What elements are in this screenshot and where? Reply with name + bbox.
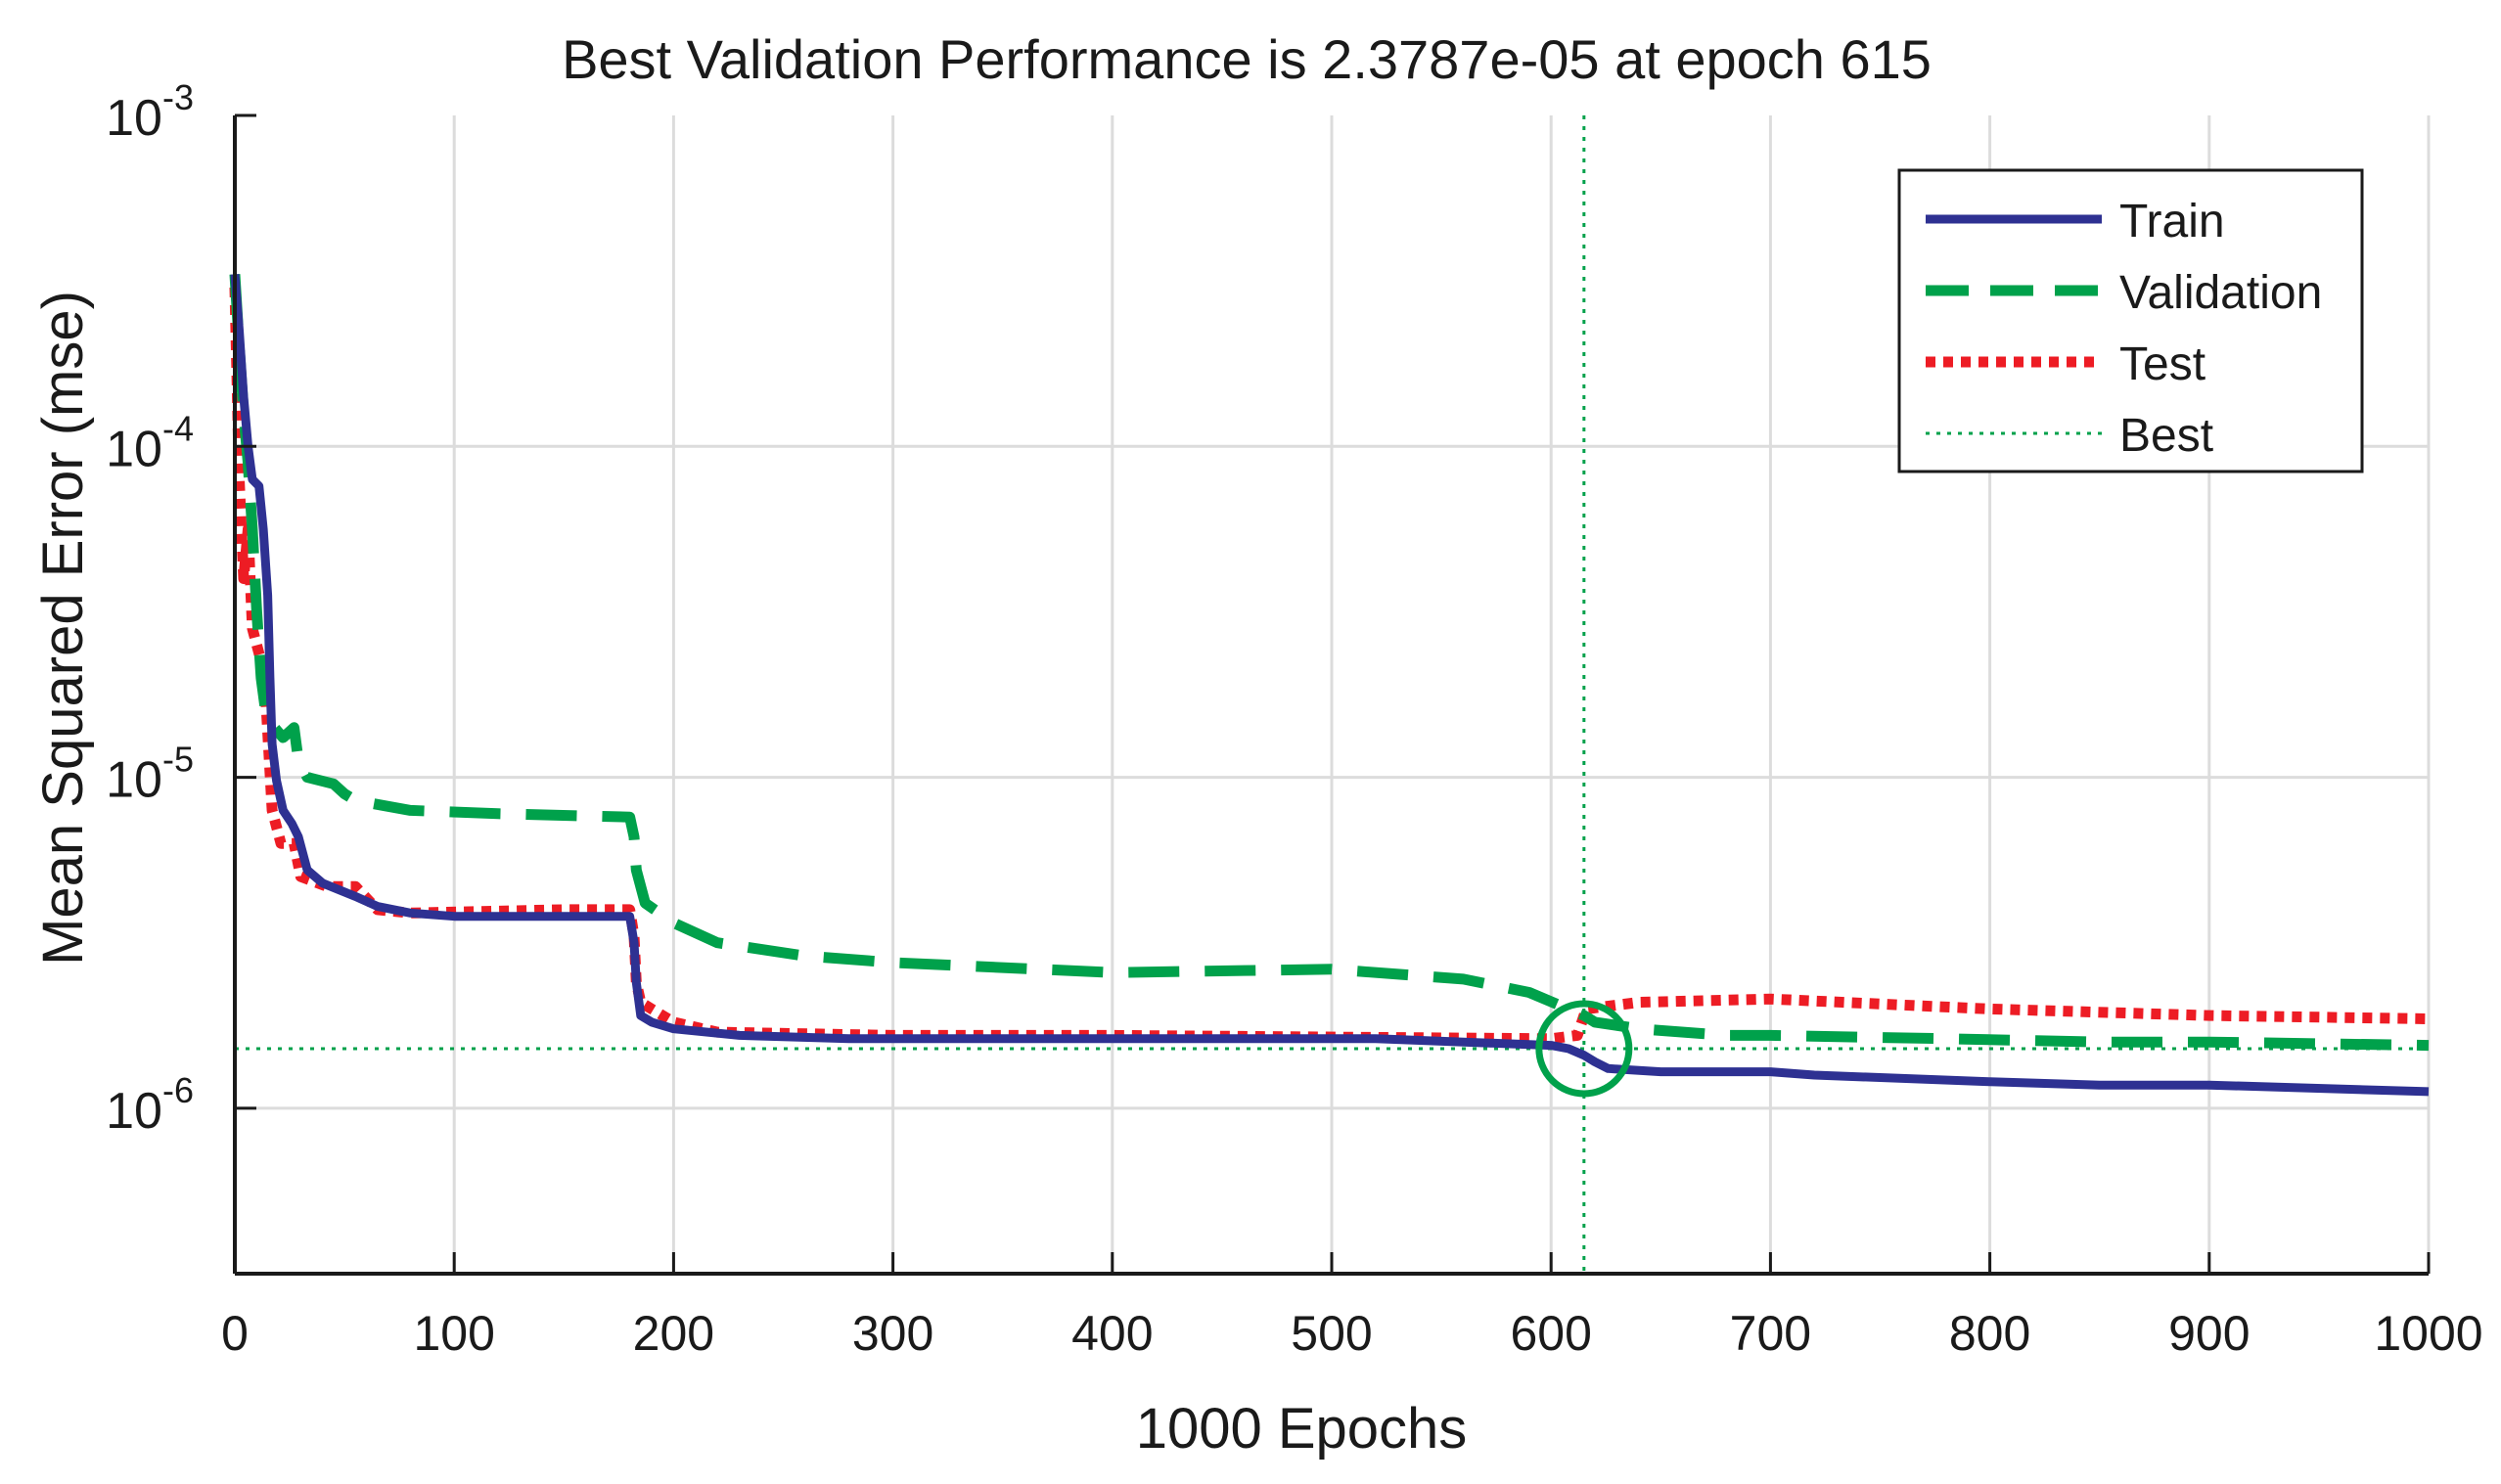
y-tick-label: 10-4: [106, 408, 194, 477]
x-tick-label: 200: [633, 1306, 714, 1361]
x-axis-label: 1000 Epochs: [1136, 1397, 1468, 1461]
y-tick-label: 10-3: [106, 77, 194, 147]
legend-label-validation: Validation: [2119, 267, 2322, 319]
x-tick-label: 400: [1071, 1306, 1153, 1361]
legend-label-test: Test: [2119, 338, 2205, 390]
x-tick-label: 0: [221, 1306, 249, 1361]
y-tick-label: 10-5: [106, 740, 194, 809]
axes-layer: 0 100 200 300 400 500 600 700 800 900 100010-310-4…: [106, 77, 2482, 1361]
y-tick-base: 10: [106, 752, 162, 809]
x-tick-label: 300: [852, 1306, 933, 1361]
series-layer: [229, 115, 2430, 1274]
series-line-test: [229, 287, 2430, 1045]
legend: Train Validation Test Best: [1897, 168, 2364, 473]
y-tick-base: 10: [106, 421, 162, 477]
y-tick-label: 10-6: [106, 1070, 194, 1140]
best-marker: [1535, 1000, 1633, 1098]
y-tick-exponent: -4: [162, 408, 194, 448]
x-tick-label: 500: [1291, 1306, 1372, 1361]
x-tick-label: 600: [1510, 1306, 1591, 1361]
legend-label-train: Train: [2119, 196, 2225, 247]
y-tick-exponent: -5: [162, 740, 194, 780]
y-tick-base: 10: [106, 90, 162, 147]
y-axis-label: Mean Squared Error (mse): [31, 291, 95, 966]
series-line-train: [230, 274, 2430, 1097]
x-tick-label: 1000: [2374, 1306, 2482, 1361]
chart-title: Best Validation Performance is 2.3787e-0…: [562, 28, 1932, 90]
x-tick-label: 800: [1949, 1306, 2030, 1361]
legend-label-best: Best: [2119, 410, 2213, 462]
labels-layer: Best Validation Performance is 2.3787e-0…: [31, 28, 1932, 1461]
x-tick-label: 900: [2168, 1306, 2250, 1361]
y-tick-exponent: -6: [162, 1070, 194, 1110]
x-tick-label: 700: [1730, 1306, 1811, 1361]
y-tick-exponent: -3: [162, 77, 194, 117]
y-tick-base: 10: [106, 1083, 162, 1140]
x-tick-label: 100: [413, 1306, 494, 1361]
